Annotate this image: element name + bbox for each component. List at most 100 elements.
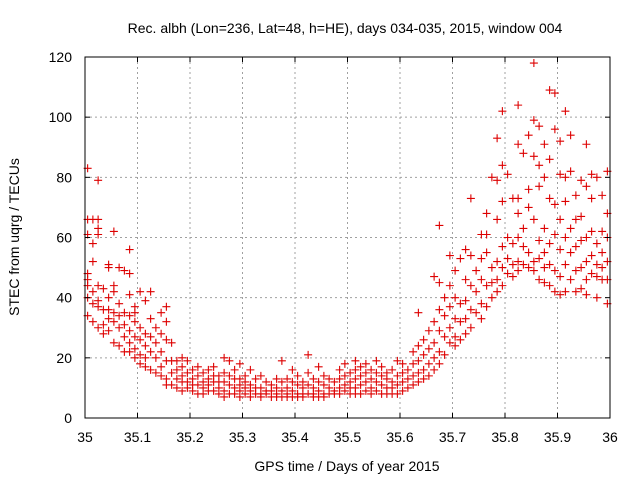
data-point xyxy=(109,287,118,296)
data-point xyxy=(220,377,229,386)
data-point xyxy=(461,245,470,254)
data-point xyxy=(440,332,449,341)
data-point xyxy=(162,335,171,344)
data-point xyxy=(529,152,538,161)
data-point xyxy=(157,308,166,317)
data-point xyxy=(172,365,181,374)
data-point xyxy=(571,191,580,200)
data-point xyxy=(235,359,244,368)
data-point xyxy=(141,353,150,362)
data-point xyxy=(582,140,591,149)
data-point xyxy=(598,227,607,236)
data-point xyxy=(109,317,118,326)
data-point xyxy=(498,107,507,116)
data-point xyxy=(461,314,470,323)
data-point xyxy=(367,389,376,398)
data-point xyxy=(230,365,239,374)
data-point xyxy=(120,320,129,329)
data-point xyxy=(566,248,575,257)
data-point xyxy=(351,374,360,383)
data-point xyxy=(587,227,596,236)
data-point xyxy=(540,263,549,272)
data-point xyxy=(445,338,454,347)
data-point xyxy=(503,170,512,179)
data-point xyxy=(582,290,591,299)
data-point xyxy=(545,260,554,269)
data-point xyxy=(435,347,444,356)
data-point xyxy=(524,203,533,212)
data-point xyxy=(440,350,449,359)
data-point xyxy=(582,182,591,191)
data-point xyxy=(545,194,554,203)
x-tick-label: 35.9 xyxy=(544,429,571,445)
data-point xyxy=(94,215,103,224)
data-point xyxy=(414,368,423,377)
data-point xyxy=(104,293,113,302)
x-tick-label: 35.4 xyxy=(281,429,308,445)
y-tick-label: 0 xyxy=(64,410,72,426)
data-point xyxy=(94,281,103,290)
data-point xyxy=(346,368,355,377)
data-point xyxy=(556,215,565,224)
data-point xyxy=(319,380,328,389)
data-point xyxy=(220,368,229,377)
data-point xyxy=(377,362,386,371)
chart-title: Rec. albh (Lon=236, Lat=48, h=HE), days … xyxy=(128,20,563,36)
data-point xyxy=(209,386,218,395)
data-point xyxy=(561,197,570,206)
data-point xyxy=(146,314,155,323)
data-point xyxy=(514,257,523,266)
data-point xyxy=(414,356,423,365)
data-point xyxy=(136,350,145,359)
data-point xyxy=(598,191,607,200)
data-point xyxy=(514,209,523,218)
data-point xyxy=(125,290,134,299)
data-point xyxy=(298,392,307,401)
axis-ticks: 35 35.1 35.2 35.3 35.4 35.5 35.6 35.7 35.8 35.9 36… xyxy=(49,49,618,445)
data-point xyxy=(592,293,601,302)
data-point xyxy=(540,140,549,149)
data-point xyxy=(451,341,460,350)
data-point xyxy=(104,305,113,314)
data-point xyxy=(225,356,234,365)
data-point xyxy=(88,299,97,308)
data-point xyxy=(477,314,486,323)
data-point xyxy=(115,263,124,272)
data-point xyxy=(382,374,391,383)
x-tick-label: 35.8 xyxy=(491,429,518,445)
data-point xyxy=(508,260,517,269)
data-point xyxy=(535,122,544,131)
data-point xyxy=(498,263,507,272)
data-point xyxy=(136,359,145,368)
data-point xyxy=(519,224,528,233)
data-point xyxy=(109,227,118,236)
data-point xyxy=(388,365,397,374)
data-point xyxy=(125,347,134,356)
data-point xyxy=(566,275,575,284)
data-point xyxy=(482,209,491,218)
data-point xyxy=(550,89,559,98)
x-tick-label: 35.7 xyxy=(439,429,466,445)
data-point xyxy=(514,266,523,275)
data-point xyxy=(356,362,365,371)
data-point xyxy=(157,362,166,371)
x-tick-label: 35.1 xyxy=(124,429,151,445)
data-point xyxy=(157,347,166,356)
data-point xyxy=(293,371,302,380)
data-point xyxy=(277,377,286,386)
data-point xyxy=(424,326,433,335)
data-point xyxy=(146,365,155,374)
data-point xyxy=(125,311,134,320)
data-point xyxy=(246,392,255,401)
data-point xyxy=(115,299,124,308)
data-point xyxy=(540,224,549,233)
data-point xyxy=(272,374,281,383)
data-point xyxy=(398,386,407,395)
data-point xyxy=(241,389,250,398)
data-point xyxy=(466,194,475,203)
data-point xyxy=(393,380,402,389)
data-point xyxy=(356,380,365,389)
x-tick-label: 35.5 xyxy=(334,429,361,445)
data-point xyxy=(498,161,507,170)
